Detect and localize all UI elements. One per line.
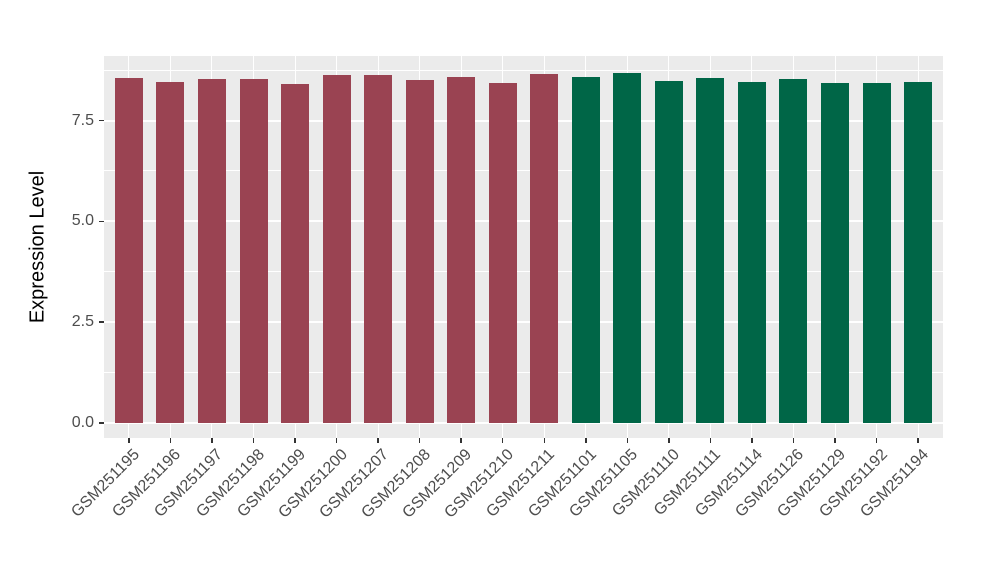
y-tick-mark: [99, 321, 104, 323]
y-tick-label: 2.5: [71, 313, 94, 331]
gridline-major: [104, 119, 943, 122]
x-tick-mark: [460, 438, 462, 443]
x-tick-mark: [211, 438, 213, 443]
bar-GSM251105: [613, 73, 642, 424]
bar-GSM251110: [654, 81, 683, 424]
x-tick-mark: [252, 438, 255, 443]
gridline-minor: [104, 372, 943, 374]
x-tick-mark: [128, 438, 130, 443]
bar-GSM251194: [904, 82, 933, 424]
y-tick-mark: [99, 119, 104, 122]
bar-GSM251208: [405, 79, 434, 424]
bar-GSM251101: [571, 76, 600, 424]
y-tick-mark: [99, 422, 104, 424]
x-tick-mark: [294, 438, 296, 443]
bar-GSM251196: [156, 82, 185, 424]
x-tick-mark: [917, 438, 919, 443]
x-tick-mark: [501, 438, 504, 443]
x-tick-mark: [834, 438, 836, 443]
plot-panel: [104, 56, 943, 438]
x-tick-mark: [709, 438, 712, 443]
gridline-minor: [104, 69, 943, 71]
x-tick-mark: [418, 438, 421, 443]
x-tick-mark: [875, 438, 878, 443]
gridline-minor: [104, 170, 943, 172]
gridline-major: [104, 422, 943, 425]
x-tick-mark: [626, 438, 629, 443]
x-tick-mark: [668, 438, 670, 443]
y-axis-title: Expression Level: [26, 170, 49, 324]
y-tick-label: 5.0: [71, 212, 94, 230]
x-tick-mark: [543, 438, 546, 443]
gridline-major: [104, 220, 943, 223]
x-tick-mark: [585, 438, 587, 443]
bar-GSM251111: [696, 77, 725, 424]
bar-GSM251199: [281, 83, 310, 424]
gridline-minor: [104, 271, 943, 273]
bar-GSM251198: [239, 79, 268, 424]
bar-GSM251200: [322, 74, 351, 424]
y-tick-label: 0.0: [71, 414, 94, 432]
bar-GSM251129: [821, 83, 849, 424]
x-tick-mark: [335, 438, 338, 443]
x-tick-mark: [792, 438, 795, 443]
y-tick-mark: [99, 220, 104, 223]
bar-GSM251195: [114, 77, 143, 424]
bar-GSM251126: [779, 78, 808, 424]
bar-GSM251192: [862, 82, 891, 424]
gridline-major: [104, 321, 943, 324]
x-tick-mark: [751, 438, 753, 443]
x-tick-mark: [169, 438, 172, 443]
bar-GSM251114: [737, 82, 766, 424]
bar-GSM251209: [447, 76, 476, 424]
bar-GSM251197: [197, 78, 226, 424]
bar-GSM251207: [364, 74, 393, 424]
bar-GSM251210: [488, 83, 517, 424]
y-tick-label: 7.5: [71, 111, 94, 129]
x-tick-mark: [377, 438, 379, 443]
bar-GSM251211: [530, 73, 559, 424]
